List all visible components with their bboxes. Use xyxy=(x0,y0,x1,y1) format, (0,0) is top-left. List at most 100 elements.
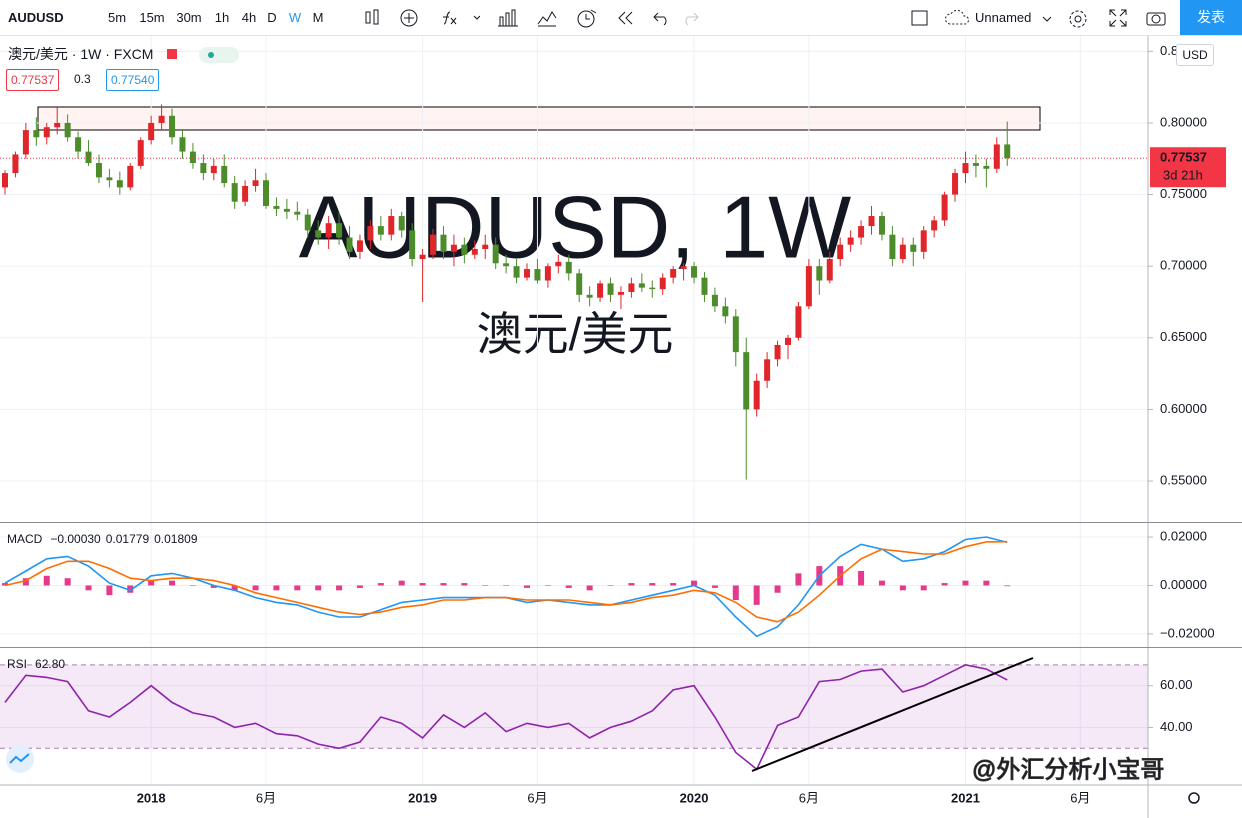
candle-body xyxy=(764,359,771,381)
redo-icon[interactable] xyxy=(680,8,700,28)
candle-body xyxy=(440,234,447,252)
candle-body xyxy=(430,234,437,255)
histogram-bar xyxy=(691,580,698,586)
y-tick-label: 0.55000 xyxy=(1160,472,1207,487)
histogram-bar xyxy=(899,585,906,591)
histogram-bar xyxy=(231,585,238,591)
templates-icon[interactable] xyxy=(536,8,558,28)
interval-button[interactable]: 5m xyxy=(107,10,127,25)
cloud-icon[interactable] xyxy=(944,8,972,28)
interval-button[interactable]: 30m xyxy=(176,10,202,25)
undo-icon[interactable] xyxy=(652,8,672,28)
interval-button[interactable]: 1h xyxy=(214,10,230,25)
chart-type-icon[interactable] xyxy=(362,8,382,28)
interval-button[interactable]: W xyxy=(288,10,302,25)
candle-body xyxy=(920,230,927,252)
financials-icon[interactable] xyxy=(497,8,519,28)
publish-button[interactable]: 发表 xyxy=(1180,0,1242,35)
axis-layer: 0.55000 0.60000 0.65000 0.70000 0.75000 0.800… xyxy=(0,36,1242,818)
candle-body xyxy=(137,140,144,166)
candle-body xyxy=(325,223,332,238)
layout-name[interactable]: Unnamed xyxy=(975,10,1032,25)
y-tick-label: 0.02000 xyxy=(1160,528,1207,543)
interval-button[interactable]: 4h xyxy=(241,10,257,25)
histogram-bar xyxy=(461,583,468,586)
histogram-bar xyxy=(398,580,405,586)
y-tick-label: 60.00 xyxy=(1160,677,1193,692)
candle-body xyxy=(43,127,50,138)
histogram-bar xyxy=(858,570,865,586)
candle-body xyxy=(899,244,906,260)
candle-body xyxy=(524,269,530,278)
pane-value: 62.80 xyxy=(35,657,65,671)
candle-body xyxy=(711,294,718,307)
histogram-bar xyxy=(670,583,677,586)
candle-body xyxy=(555,261,562,267)
histogram-bar xyxy=(440,583,447,586)
flag-icon[interactable] xyxy=(167,49,178,59)
compare-icon[interactable] xyxy=(399,8,419,28)
histogram-bar xyxy=(503,585,510,586)
candle-body xyxy=(628,283,635,292)
candle-body xyxy=(22,130,29,155)
histogram-bar xyxy=(565,585,572,588)
y-tick-label: 0.70000 xyxy=(1160,258,1207,273)
interval-button[interactable]: 15m xyxy=(139,10,165,25)
currency-badge[interactable]: USD xyxy=(1176,44,1214,66)
histogram-bar xyxy=(649,583,656,586)
interval-button[interactable]: D xyxy=(267,10,277,25)
fullscreen-toggle-icon[interactable] xyxy=(910,8,930,28)
histogram-bar xyxy=(795,573,802,586)
candle-body xyxy=(649,287,656,290)
candle-body xyxy=(868,216,875,227)
histogram-bar xyxy=(607,585,614,586)
interval-button[interactable]: M xyxy=(312,10,324,25)
histogram-bar xyxy=(962,580,969,586)
pane-value: 0.01779 xyxy=(106,532,150,546)
fullscreen-icon[interactable] xyxy=(1108,8,1128,28)
histogram-bar xyxy=(544,585,551,586)
indicator-line xyxy=(4,540,1008,623)
histogram-bar xyxy=(148,580,155,586)
x-tick-label: 2021 xyxy=(951,790,980,805)
candle-body xyxy=(12,154,19,174)
y-tick-label: 0.80000 xyxy=(1160,114,1207,129)
replay-icon[interactable] xyxy=(615,8,635,28)
candle-body xyxy=(461,244,468,255)
settings-icon[interactable] xyxy=(1067,8,1089,30)
candle-body xyxy=(398,216,405,231)
candle-body xyxy=(795,306,802,338)
candle-body xyxy=(356,240,363,252)
candle-body xyxy=(805,266,812,307)
layout-menu-arrow[interactable] xyxy=(1040,8,1054,28)
candle-body xyxy=(983,165,990,169)
pane-value: −0.00030 xyxy=(50,532,101,546)
candle-body xyxy=(931,220,938,231)
bid-box: 0.77537 xyxy=(6,69,60,91)
histogram-bar xyxy=(273,585,280,591)
x-tick-label: 2020 xyxy=(680,790,709,805)
candle-body xyxy=(252,180,259,186)
candle-body xyxy=(231,183,238,202)
candle-body xyxy=(64,122,71,138)
indicators-icon[interactable] xyxy=(440,8,480,28)
signature: @外汇分析小宝哥 xyxy=(972,756,1164,783)
histogram-bar xyxy=(106,585,113,596)
candle-body xyxy=(471,248,478,255)
x-tick-label: 6月 xyxy=(256,790,276,805)
settings-gear[interactable] xyxy=(1188,792,1200,804)
pane-title: RSI xyxy=(7,657,27,671)
symbol-button[interactable]: AUDUSD xyxy=(8,10,64,25)
last-price-badge xyxy=(1150,147,1226,188)
candle-body xyxy=(962,163,969,174)
histogram-bar xyxy=(336,585,343,591)
spread: 0.3 xyxy=(70,69,95,89)
candle-body xyxy=(565,261,572,274)
snapshot-icon[interactable] xyxy=(1145,8,1167,28)
alert-icon[interactable] xyxy=(576,8,598,30)
visibility-pill[interactable] xyxy=(199,47,240,64)
histogram-bar xyxy=(169,580,176,586)
